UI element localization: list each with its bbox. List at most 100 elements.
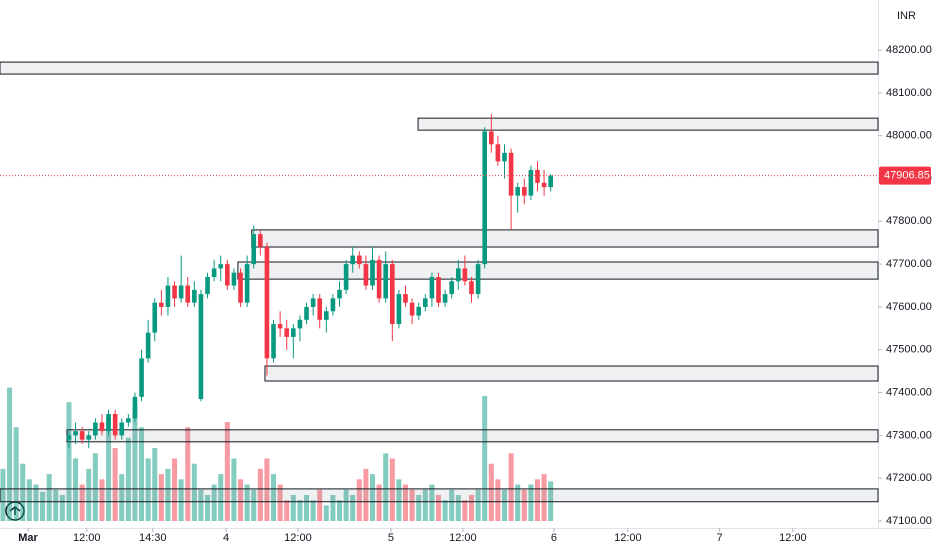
candle-body <box>475 264 481 295</box>
candle-body <box>541 182 547 188</box>
x-tick-label: 12:00 <box>779 532 807 544</box>
volume-bar <box>165 468 171 521</box>
volume-bar <box>455 494 461 521</box>
candle-body <box>185 285 191 303</box>
candle-body <box>462 268 468 282</box>
volume-bar <box>132 406 138 521</box>
candle-body <box>455 268 461 282</box>
candle-body <box>284 328 290 337</box>
volume-bar <box>205 494 211 521</box>
volume-bar <box>211 484 217 521</box>
zone <box>66 429 879 443</box>
candle-body <box>99 422 105 432</box>
y-tick-label: 47400.00 <box>886 386 932 398</box>
volume-bar <box>350 494 356 521</box>
candle-body <box>409 302 415 316</box>
volume-bar <box>284 500 290 521</box>
volume-bar <box>488 463 494 521</box>
candle-body <box>251 234 257 265</box>
y-tick-label: 48100.00 <box>886 87 932 99</box>
volume-bar <box>515 484 521 521</box>
volume-bar <box>528 484 534 521</box>
volume-bar <box>356 479 362 521</box>
volume-bar <box>66 402 72 521</box>
candle-body <box>508 152 514 196</box>
candle-body <box>198 294 204 399</box>
volume-bar <box>383 453 389 521</box>
candle-body <box>244 264 250 303</box>
candle-body <box>73 431 78 436</box>
volume-bar <box>482 395 488 521</box>
x-tick-label: 12:00 <box>614 532 642 544</box>
candle-body <box>422 298 428 307</box>
volume-bar <box>20 463 26 521</box>
candle-body <box>469 281 474 295</box>
volume-bar <box>251 489 257 521</box>
volume-bar <box>277 484 283 521</box>
zone <box>0 61 879 75</box>
candle-body <box>376 259 382 299</box>
y-tick-label: 47500.00 <box>886 344 932 356</box>
volume-bar <box>304 494 310 521</box>
candle-body <box>310 298 316 307</box>
candle-body <box>139 358 144 397</box>
zone <box>251 229 879 248</box>
volume-bar <box>7 387 13 521</box>
candle-body <box>119 422 125 436</box>
candle-body <box>337 289 342 299</box>
volume-bar <box>495 479 501 521</box>
volume-bar <box>468 494 475 521</box>
candle-body <box>264 247 270 359</box>
candle-body <box>297 319 303 329</box>
volume-bar <box>53 489 59 521</box>
candle-body <box>515 187 521 196</box>
candle-body <box>330 298 336 312</box>
last-price-box <box>879 166 931 185</box>
candle-body <box>112 413 118 436</box>
volume-bar <box>185 427 191 521</box>
candle-body <box>152 302 158 333</box>
volume-bar <box>297 500 303 521</box>
volume-bar <box>0 468 6 521</box>
candle-body <box>93 422 98 436</box>
x-tick-label: 14:30 <box>139 532 167 544</box>
volume-bar <box>231 458 237 521</box>
volume-bar <box>429 484 435 521</box>
candle-body <box>79 431 85 440</box>
candle-body <box>370 259 375 286</box>
y-tick-label: 48000.00 <box>886 130 932 142</box>
volume-bar <box>125 437 131 521</box>
candle-body <box>291 328 296 337</box>
volume-bar <box>310 500 316 521</box>
candle-body <box>126 418 131 423</box>
x-tick-label: Mar <box>18 532 38 544</box>
x-tick-label: 7 <box>717 532 723 544</box>
volume-bar <box>343 489 349 521</box>
candle-body <box>390 264 395 325</box>
volume-bar <box>224 422 230 521</box>
volume-bar <box>112 448 118 521</box>
volume-bar <box>376 484 382 521</box>
volume-bar <box>178 479 184 521</box>
candle-body <box>218 264 224 269</box>
candle-body <box>363 264 369 286</box>
candle-body <box>357 255 362 265</box>
volume-bar <box>191 463 197 521</box>
x-tick-label: 12:00 <box>284 532 312 544</box>
volume-bar <box>548 481 554 521</box>
volume-bar <box>337 500 343 521</box>
candle-body <box>436 276 441 303</box>
volume-bar <box>416 494 422 521</box>
x-tick-label: 5 <box>388 532 394 544</box>
candle-body <box>271 324 276 359</box>
volume-bar <box>198 489 204 521</box>
volume-bar <box>370 474 376 521</box>
volume-bar <box>442 500 448 521</box>
y-tick-label: 48200.00 <box>886 44 932 56</box>
candle-body <box>258 234 263 248</box>
candle-body <box>172 285 177 299</box>
candle-body <box>442 294 448 303</box>
x-tick-label: 12:00 <box>449 532 477 544</box>
candle-body <box>416 306 422 316</box>
